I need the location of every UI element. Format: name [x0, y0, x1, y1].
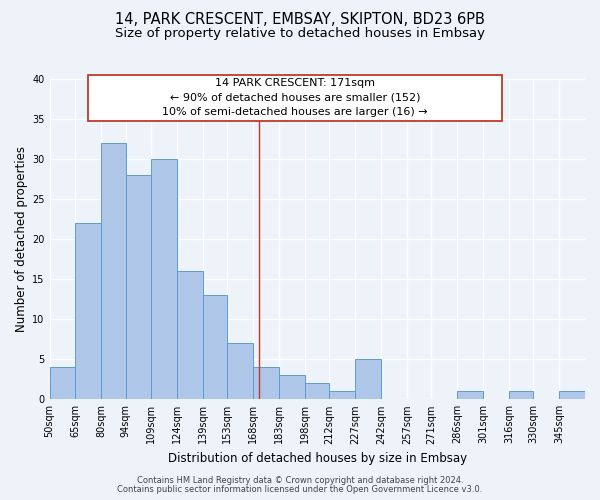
Bar [76, 223, 101, 400]
Text: Contains public sector information licensed under the Open Government Licence v3: Contains public sector information licen… [118, 485, 482, 494]
Bar [509, 392, 533, 400]
Bar [355, 360, 381, 400]
Bar [125, 175, 151, 400]
Text: ← 90% of detached houses are smaller (152): ← 90% of detached houses are smaller (15… [170, 92, 420, 102]
Text: 14 PARK CRESCENT: 171sqm: 14 PARK CRESCENT: 171sqm [215, 78, 375, 88]
Text: 14, PARK CRESCENT, EMBSAY, SKIPTON, BD23 6PB: 14, PARK CRESCENT, EMBSAY, SKIPTON, BD23… [115, 12, 485, 28]
FancyBboxPatch shape [88, 75, 502, 120]
X-axis label: Distribution of detached houses by size in Embsay: Distribution of detached houses by size … [168, 452, 467, 465]
Bar [227, 344, 253, 400]
Y-axis label: Number of detached properties: Number of detached properties [15, 146, 28, 332]
Text: Contains HM Land Registry data © Crown copyright and database right 2024.: Contains HM Land Registry data © Crown c… [137, 476, 463, 485]
Bar [50, 368, 76, 400]
Bar [279, 376, 305, 400]
Text: 10% of semi-detached houses are larger (16) →: 10% of semi-detached houses are larger (… [162, 107, 428, 117]
Bar [203, 295, 227, 400]
Bar [253, 368, 279, 400]
Bar [101, 143, 125, 400]
Bar [559, 392, 585, 400]
Bar [178, 271, 203, 400]
Bar [151, 159, 178, 400]
Bar [329, 392, 355, 400]
Bar [457, 392, 483, 400]
Bar [305, 384, 329, 400]
Text: Size of property relative to detached houses in Embsay: Size of property relative to detached ho… [115, 28, 485, 40]
